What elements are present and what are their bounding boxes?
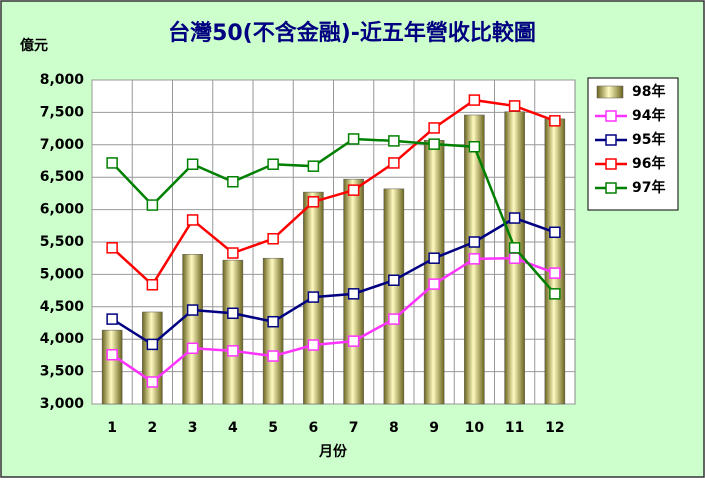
x-tick-label: 12 [545, 420, 564, 436]
marker [146, 376, 159, 388]
marker [428, 252, 440, 264]
y-tick-label: 8,000 [40, 72, 85, 88]
marker [549, 115, 561, 127]
x-tick-label: 1 [107, 420, 117, 436]
x-tick-label: 3 [188, 420, 198, 436]
bar [142, 311, 163, 405]
y-tick-label: 5,500 [40, 234, 85, 250]
y-tick-label: 6,000 [40, 202, 85, 218]
marker [146, 199, 159, 211]
bar [383, 188, 405, 405]
marker [186, 304, 199, 316]
marker [146, 279, 159, 291]
marker [549, 267, 561, 279]
x-tick-label: 8 [389, 420, 399, 436]
legend-marker [605, 134, 617, 146]
marker [227, 247, 239, 259]
marker [307, 291, 320, 303]
marker [186, 214, 199, 226]
y-tick-label: 6,500 [40, 169, 85, 185]
y-tick-label: 4,500 [40, 299, 85, 315]
legend-label: 95年 [632, 131, 665, 148]
y-tick-label: 7,000 [40, 137, 85, 153]
marker [428, 138, 440, 150]
legend-label: 96年 [632, 155, 665, 172]
y-tick-label: 7,500 [40, 104, 85, 120]
marker [267, 233, 279, 245]
x-tick-label: 2 [148, 420, 158, 436]
marker [307, 196, 320, 208]
x-tick-label: 10 [465, 420, 485, 436]
marker [227, 307, 239, 320]
marker [106, 313, 118, 325]
marker [347, 133, 360, 145]
legend-marker [605, 182, 617, 194]
marker [267, 315, 279, 328]
marker [508, 252, 521, 264]
marker [267, 158, 279, 170]
y-tick-label: 3,500 [40, 364, 85, 380]
legend-label: 97年 [632, 179, 665, 196]
legend-marker [605, 158, 617, 170]
bar [182, 254, 203, 405]
marker [267, 350, 279, 362]
legend-label: 94年 [632, 107, 665, 124]
line [111, 216, 556, 346]
marker [186, 342, 199, 355]
marker [508, 242, 521, 254]
line [111, 256, 556, 384]
marker [468, 253, 481, 265]
marker [106, 349, 118, 361]
line [111, 98, 556, 287]
marker [347, 335, 360, 347]
bar [262, 257, 284, 405]
x-tick-label: 9 [429, 420, 439, 436]
x-tick-label: 5 [268, 420, 278, 436]
marker [508, 100, 521, 112]
marker [428, 122, 440, 134]
x-tick-label: 6 [309, 420, 319, 436]
marker [227, 175, 239, 188]
y-axis-title: 億元 [20, 37, 48, 54]
marker [388, 157, 400, 169]
bar [423, 140, 445, 405]
marker [146, 338, 159, 351]
marker [307, 339, 320, 351]
line [111, 137, 556, 295]
legend-marker [605, 110, 617, 122]
y-tick-label: 3,000 [40, 396, 85, 412]
bar [101, 329, 123, 405]
x-tick-label: 7 [349, 420, 359, 436]
legend-swatch [596, 85, 624, 99]
marker [106, 157, 118, 169]
legend-label: 98年 [632, 83, 665, 100]
marker [388, 274, 400, 286]
marker [186, 158, 199, 170]
marker [549, 288, 561, 300]
y-tick-label: 4,000 [40, 331, 85, 347]
marker [508, 212, 521, 224]
marker [428, 278, 440, 290]
bar [544, 118, 566, 405]
marker [468, 236, 481, 248]
marker [468, 140, 481, 153]
bar [222, 259, 244, 405]
marker [347, 184, 360, 196]
x-tick-label: 4 [228, 420, 238, 436]
y-tick-label: 5,000 [40, 266, 85, 282]
marker [388, 135, 400, 147]
marker [549, 226, 561, 239]
marker [388, 313, 400, 325]
chart-title: 台灣50(不含金融)-近五年營收比較圖 [168, 20, 536, 46]
x-tick-label: 11 [505, 420, 524, 436]
marker [227, 345, 239, 357]
marker [347, 288, 360, 300]
marker [307, 160, 320, 172]
x-axis-title: 月份 [318, 443, 348, 460]
marker [106, 242, 118, 254]
marker [468, 94, 481, 106]
